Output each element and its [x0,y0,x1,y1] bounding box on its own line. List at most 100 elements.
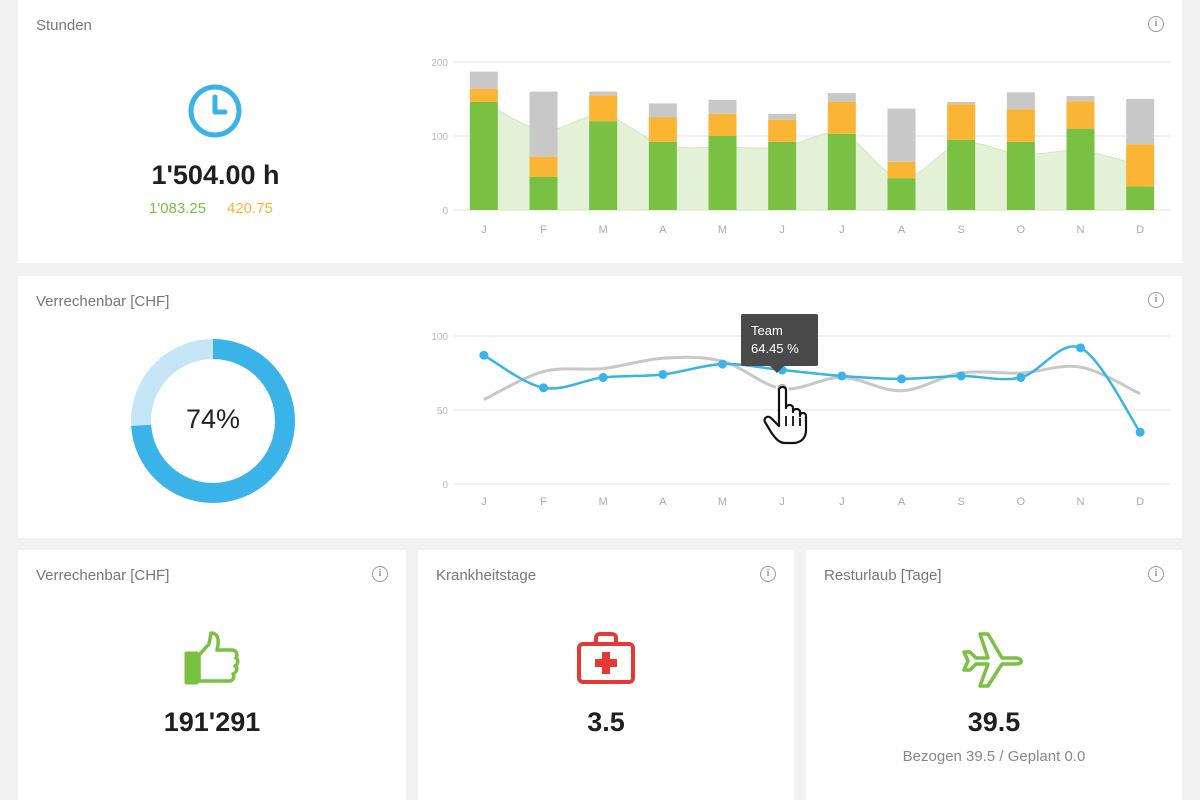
data-point [956,371,966,381]
hours-other-value: 420.75 [227,200,273,217]
bar-segment [529,91,558,157]
tooltip-series: Team [751,323,783,338]
info-icon[interactable]: i [1148,16,1164,32]
x-tick-label: J [839,224,845,236]
bar-segment [1126,99,1155,145]
bar-segment [947,139,976,210]
bar-segment [1126,144,1155,187]
x-tick-label: J [481,496,487,508]
x-tick-label: O [1017,224,1026,236]
data-point [539,383,548,393]
x-tick-label: J [779,496,785,508]
bar-segment [1066,128,1095,210]
hours-card: Stunden i 1'504.00 h 1'083.25 420.75 0 10… [18,0,1182,263]
hours-bar-chart: 0 100 200 J F M A M J J A S O N D [431,58,1170,236]
x-tick-label: J [839,496,845,508]
x-tick-label: F [540,496,547,508]
bar-segment [1066,96,1095,102]
first-aid-kit-icon [577,632,635,684]
bar-segment [827,93,856,102]
x-tick-label: O [1017,496,1026,508]
bar-segment [469,101,498,210]
x-tick-label: D [1136,496,1144,508]
bar-segment [708,136,737,210]
bar-segment [947,101,976,105]
thumbs-up-icon [184,631,240,685]
sick-days-card: Krankheitstage i 3.5 [418,550,794,800]
data-point [1135,427,1145,437]
billable-card-title: Verrechenbar [CHF] [36,293,170,310]
x-tick-label: M [599,224,608,236]
hours-card-title: Stunden [36,17,92,34]
bar-segment [1006,92,1035,110]
area-series [483,101,1141,211]
x-tick-label: S [957,224,964,236]
billable-amount-title: Verrechenbar [CHF] [36,567,170,584]
bar-segment [768,141,797,210]
billable-percent: 74% [185,404,241,434]
billable-card: Verrechenbar [CHF] i 74% 0 50 100 J F M A M J J A S… [18,276,1182,538]
tooltip-value: 64.45 % [751,341,799,356]
bar-segment [708,99,737,114]
bar-segment [1006,109,1035,142]
bar-segment [827,101,856,134]
y-tick-label: 200 [431,58,448,69]
info-icon[interactable]: i [760,566,776,582]
tooltip-arrow [770,366,784,373]
x-tick-label: F [540,224,547,236]
bar-segment [1066,101,1095,129]
bar-segment [1006,141,1035,210]
x-tick-label: A [898,496,906,508]
bar-segment [589,95,618,122]
y-tick-label: 100 [431,132,448,143]
bar-segment [589,121,618,210]
vacation-card: Resturlaub [Tage] i 39.5 Bezogen 39.5 / … [806,550,1182,800]
x-tick-label: A [898,224,906,236]
bar-segment [887,108,916,162]
sick-days-title: Krankheitstage [436,567,537,584]
team-line [483,355,1141,401]
x-tick-label: S [957,496,964,508]
billable-amount-card: Verrechenbar [CHF] i 191'291 [18,550,406,800]
bar-segment [529,156,558,177]
sick-days-value: 3.5 [587,707,625,737]
y-tick-label: 100 [431,332,448,343]
vacation-value: 39.5 [967,707,1021,737]
bar-segment [887,161,916,179]
data-point [837,371,847,381]
data-point [897,374,906,384]
info-icon[interactable]: i [372,566,388,582]
x-tick-label: M [718,496,727,508]
donut-value-arc [131,339,295,503]
airplane-icon [962,632,1023,688]
bar-segment [947,104,976,140]
y-tick-label: 0 [442,480,448,491]
bar-segment [827,133,856,210]
x-tick-label: M [718,224,727,236]
data-point [479,350,489,360]
bar-segment [887,178,916,210]
hours-total: 1'504.00 h [151,160,280,190]
bar-segment [768,113,797,120]
data-point [718,359,727,369]
bar-segment [469,88,498,102]
bar-segment [469,71,498,89]
bar-segment [648,141,677,210]
y-tick-label: 50 [437,406,449,417]
bar-segment [768,119,797,142]
bar-segment [708,113,737,136]
x-tick-label: J [779,224,785,236]
bar-segment [648,103,677,118]
personal-line [483,345,1142,433]
hand-cursor-icon [763,386,808,445]
bar-segment [589,91,618,96]
x-tick-label: J [481,224,487,236]
info-icon[interactable]: i [1148,566,1164,582]
chart-tooltip: Team 64.45 % [741,314,818,366]
vacation-title: Resturlaub [Tage] [824,567,942,584]
data-point [1016,372,1026,382]
bar-segment [529,176,558,210]
x-tick-label: N [1077,224,1085,236]
clock-icon [188,84,242,138]
info-icon[interactable]: i [1148,292,1164,308]
